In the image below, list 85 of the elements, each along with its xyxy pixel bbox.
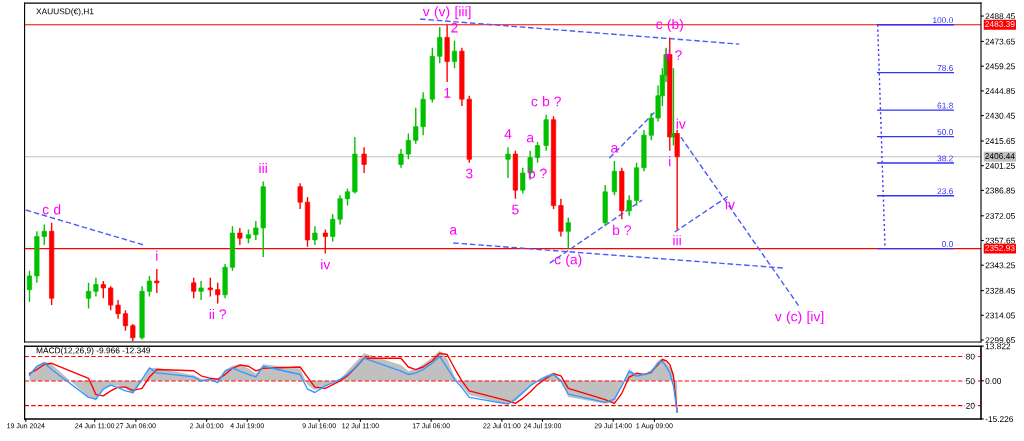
candlestick bbox=[154, 268, 160, 294]
candlestick bbox=[611, 160, 617, 196]
candlestick bbox=[437, 26, 443, 64]
y-tick-label: 2473.65 bbox=[985, 38, 1015, 45]
ref-line-label: 2406.44 bbox=[985, 153, 1015, 160]
candlestick bbox=[198, 280, 204, 301]
y-tick-label: 2444.85 bbox=[985, 88, 1015, 94]
series-label: 0.0 bbox=[942, 241, 953, 247]
y-tick-label: 2372.05 bbox=[985, 212, 1015, 219]
candlestick bbox=[405, 132, 411, 160]
y-tick-label: 2430.45 bbox=[985, 112, 1015, 119]
candlestick bbox=[565, 216, 571, 250]
y-tick-label: 2299.65 bbox=[985, 337, 1015, 344]
candlestick bbox=[451, 40, 458, 69]
ref-line-label: 2352.93 bbox=[985, 244, 1015, 251]
y-tick-label: 2459.25 bbox=[985, 63, 1015, 70]
annotation: 1 bbox=[444, 88, 451, 98]
candlestick bbox=[674, 129, 680, 231]
y-tick-label: 2401.25 bbox=[985, 162, 1015, 169]
annotation: iv bbox=[676, 118, 686, 129]
annotation: [iii] bbox=[455, 6, 471, 20]
annotation: c bbox=[531, 98, 538, 107]
annotation: iv bbox=[321, 259, 331, 270]
chart-title: MACD(12,26,9) -9.966 -12.349 bbox=[36, 347, 151, 356]
annotation: ii ? bbox=[665, 49, 682, 60]
y2-tick-label: 50 bbox=[966, 378, 975, 385]
annotation: 4 bbox=[504, 129, 512, 139]
candlestick bbox=[122, 309, 129, 332]
annotation: (v) bbox=[434, 6, 450, 20]
series-label: 61.8 bbox=[937, 102, 953, 109]
y-tick-label: 2328.45 bbox=[985, 287, 1015, 294]
y-tick-label: 0.00 bbox=[985, 378, 1002, 384]
series-label: 50.0 bbox=[937, 129, 953, 135]
candlestick bbox=[361, 146, 367, 174]
annotation: v bbox=[774, 313, 782, 322]
y-tick-label: 2357.65 bbox=[985, 237, 1015, 244]
annotation: b ? bbox=[543, 96, 561, 107]
annotation: a bbox=[611, 145, 619, 153]
annotation: a bbox=[526, 134, 534, 143]
y-tick-label: 2386.85 bbox=[985, 187, 1015, 194]
candlestick bbox=[26, 270, 33, 303]
candlestick bbox=[312, 225, 318, 246]
annotation: d bbox=[53, 204, 61, 215]
annotation: 3 bbox=[465, 168, 473, 179]
annotation: b ? bbox=[613, 224, 631, 236]
text: XAUUSD(€),H1 bbox=[36, 8, 94, 16]
annotation: (c) bbox=[786, 311, 802, 325]
y-tick-label: 13.822 bbox=[985, 343, 1011, 350]
candlestick bbox=[191, 276, 197, 299]
candlestick bbox=[505, 146, 511, 179]
candlestick bbox=[93, 276, 99, 298]
y-tick-label: 2488.45 bbox=[985, 13, 1015, 20]
candlestick bbox=[534, 141, 541, 164]
ref-line-label: 2483.39 bbox=[985, 21, 1015, 27]
series-label: 23.6 bbox=[937, 188, 953, 195]
candlestick bbox=[215, 282, 221, 305]
annotation: iii bbox=[673, 235, 681, 246]
candlestick bbox=[85, 282, 92, 310]
annotation: a bbox=[449, 227, 458, 235]
annotation: 2 bbox=[451, 22, 458, 33]
candlestick bbox=[398, 148, 404, 169]
series-label: 78.6 bbox=[937, 65, 953, 71]
annotation: [iv] bbox=[807, 311, 824, 325]
y2-tick-label: 80 bbox=[966, 353, 975, 360]
annotation: v bbox=[422, 8, 430, 17]
annotation: c bbox=[42, 206, 49, 215]
annotation: i bbox=[156, 250, 158, 261]
annotation: iii bbox=[259, 163, 267, 174]
y-tick-label: -15.226 bbox=[985, 416, 1014, 423]
annotation: 5 bbox=[512, 204, 519, 215]
annotation: c bbox=[554, 256, 561, 265]
candlestick bbox=[146, 275, 152, 298]
y-tick-label: 2415.65 bbox=[985, 138, 1015, 145]
series-label: 100.0 bbox=[933, 17, 953, 24]
series-label: 38.2 bbox=[937, 155, 953, 162]
annotation: iv bbox=[725, 199, 735, 210]
annotation: (a) bbox=[566, 254, 582, 268]
y-tick-label: 2314.05 bbox=[985, 312, 1015, 319]
candlestick bbox=[207, 276, 213, 298]
candlestick bbox=[297, 182, 303, 210]
candlestick bbox=[626, 194, 632, 217]
y2-tick-label: 20 bbox=[966, 402, 975, 409]
annotation: i bbox=[669, 156, 671, 167]
annotation: ii ? bbox=[209, 308, 227, 320]
y-tick-label: 2343.25 bbox=[985, 262, 1015, 269]
